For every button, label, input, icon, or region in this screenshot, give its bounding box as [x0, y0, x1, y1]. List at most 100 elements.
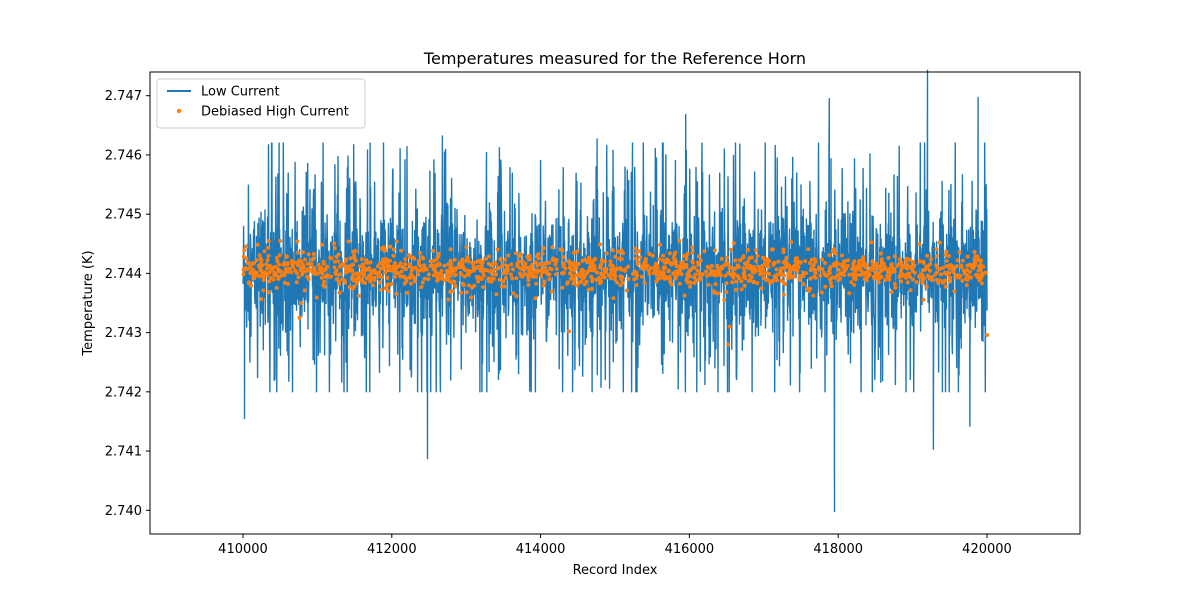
scatter-point — [712, 290, 717, 295]
scatter-point — [356, 293, 361, 298]
scatter-point — [391, 264, 396, 269]
scatter-point — [977, 258, 982, 263]
scatter-point — [394, 239, 399, 244]
scatter-point — [510, 267, 515, 272]
scatter-point — [258, 265, 263, 270]
scatter-point — [710, 264, 714, 268]
scatter-point — [407, 275, 412, 280]
scatter-point — [682, 293, 687, 298]
scatter-point — [947, 254, 951, 258]
scatter-point — [741, 266, 746, 271]
scatter-point — [408, 255, 413, 259]
scatter-point — [306, 277, 311, 282]
scatter-point — [469, 295, 474, 300]
scatter-point-outlier — [297, 315, 302, 320]
scatter-point — [420, 255, 425, 260]
scatter-point — [943, 284, 948, 289]
scatter-point — [874, 275, 879, 280]
scatter-point — [358, 277, 363, 282]
scatter-point — [535, 263, 540, 268]
scatter-point — [661, 253, 666, 258]
scatter-point — [951, 265, 956, 270]
scatter-point — [312, 269, 317, 274]
scatter-point — [840, 253, 845, 258]
scatter-point — [410, 274, 415, 279]
scatter-point — [424, 267, 429, 272]
scatter-point — [734, 279, 739, 284]
scatter-point — [517, 259, 522, 264]
scatter-point — [960, 258, 965, 263]
scatter-point — [728, 265, 733, 270]
scatter-point — [284, 254, 289, 259]
scatter-point — [316, 271, 321, 276]
scatter-point — [312, 266, 317, 271]
scatter-point — [316, 262, 321, 267]
scatter-point — [489, 279, 494, 284]
scatter-point — [828, 277, 832, 282]
scatter-point — [763, 271, 768, 276]
scatter-point — [976, 268, 981, 273]
scatter-point — [970, 264, 975, 269]
scatter-point — [517, 265, 522, 270]
scatter-point — [460, 257, 465, 262]
scatter-point — [416, 261, 421, 266]
scatter-point — [634, 251, 639, 256]
scatter-point — [965, 273, 970, 277]
scatter-point — [626, 264, 631, 269]
scatter-point — [527, 254, 532, 258]
scatter-point — [432, 266, 437, 270]
scatter-point — [973, 254, 978, 259]
scatter-point — [453, 273, 458, 278]
legend-swatch-debiased-high-current — [176, 108, 182, 114]
scatter-point — [521, 264, 526, 269]
scatter-point — [518, 271, 522, 276]
scatter-point — [939, 272, 943, 277]
scatter-point — [648, 266, 653, 271]
scatter-point — [968, 269, 972, 274]
scatter-point — [705, 264, 710, 269]
scatter-point — [467, 268, 472, 273]
scatter-point — [935, 266, 940, 270]
scatter-point — [509, 262, 514, 267]
scatter-point — [282, 280, 287, 285]
scatter-point — [879, 268, 884, 273]
scatter-point — [859, 272, 864, 277]
scatter-point — [484, 256, 488, 261]
scatter-point — [501, 271, 506, 276]
scatter-point — [291, 265, 296, 269]
scatter-point — [715, 271, 720, 276]
scatter-point — [448, 247, 453, 252]
scatter-point — [632, 277, 637, 282]
scatter-point — [748, 264, 753, 268]
scatter-point — [497, 277, 502, 282]
scatter-point — [759, 264, 764, 269]
x-axis-label: Record Index — [573, 563, 658, 578]
scatter-point — [690, 245, 695, 250]
scatter-point — [446, 297, 451, 302]
scatter-point — [650, 253, 655, 258]
scatter-point — [279, 273, 284, 278]
scatter-point — [254, 258, 259, 263]
scatter-point — [503, 257, 508, 262]
scatter-point — [254, 270, 259, 275]
scatter-point — [251, 268, 256, 273]
scatter-point — [568, 264, 573, 269]
scatter-point — [735, 274, 740, 278]
scatter-point — [801, 282, 806, 287]
scatter-point — [527, 269, 531, 274]
scatter-point — [823, 284, 828, 289]
scatter-point — [853, 269, 858, 274]
scatter-point — [709, 269, 714, 274]
scatter-point — [399, 269, 404, 274]
scatter-point — [959, 263, 963, 268]
scatter-point — [367, 265, 372, 270]
scatter-point — [465, 272, 470, 277]
scatter-point — [921, 297, 926, 302]
scatter-point — [352, 256, 357, 261]
scatter-point — [320, 271, 325, 276]
scatter-point — [511, 291, 516, 296]
scatter-point — [857, 266, 862, 271]
scatter-point — [612, 270, 617, 275]
scatter-point — [783, 282, 788, 287]
scatter-point — [579, 267, 584, 272]
